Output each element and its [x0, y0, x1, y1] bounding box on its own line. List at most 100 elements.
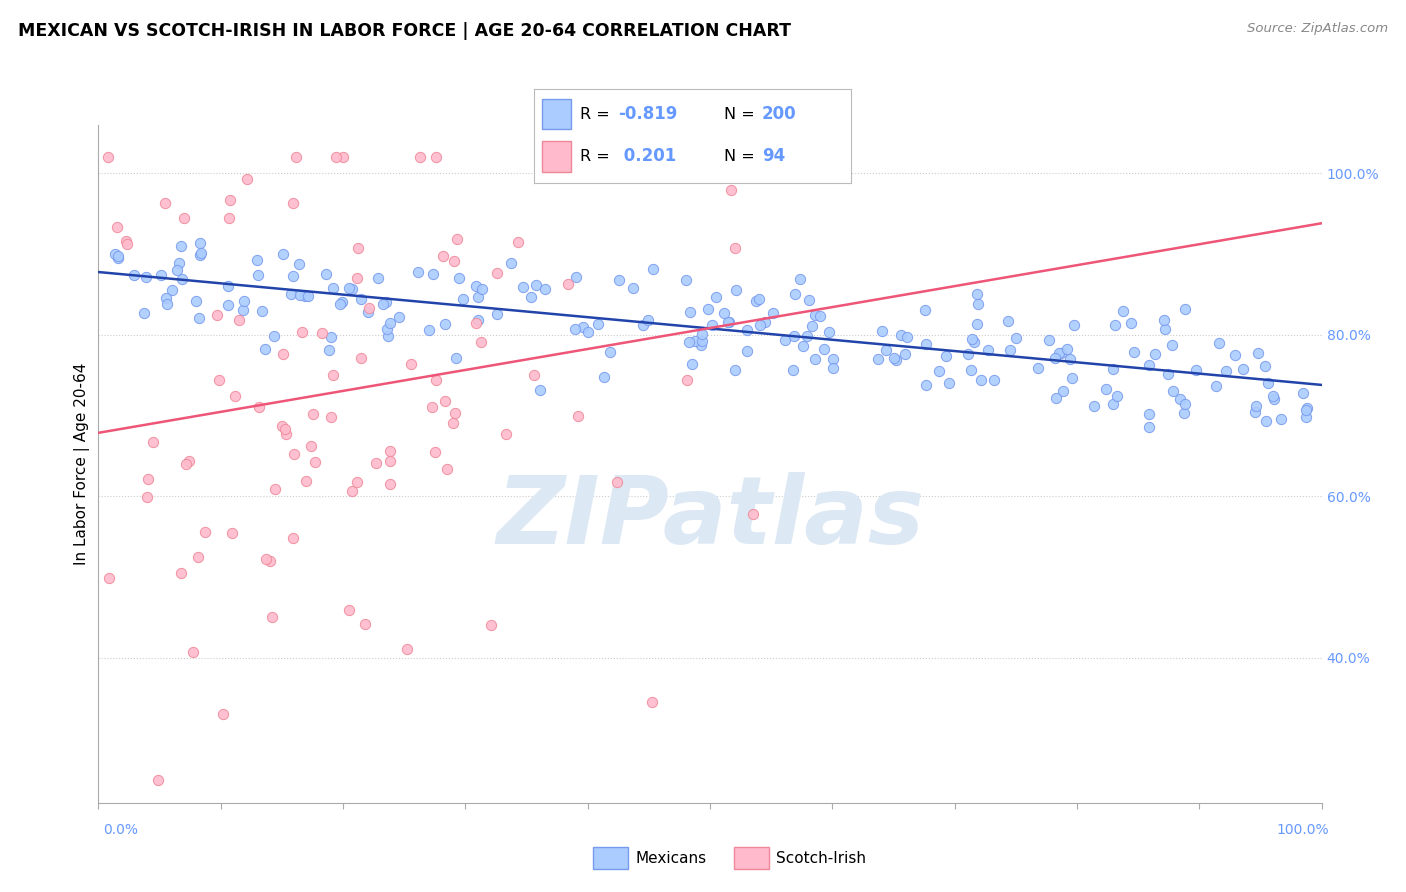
- Point: [194, 525, 217, 540]
- Point: [1112, 303, 1135, 318]
- Point: [166, 262, 188, 277]
- Point: [170, 566, 193, 581]
- Point: [894, 347, 917, 361]
- Point: [678, 335, 700, 350]
- Point: [425, 444, 447, 458]
- Point: [821, 351, 844, 366]
- Point: [1174, 397, 1197, 411]
- Point: [1043, 351, 1066, 366]
- Point: [294, 289, 316, 303]
- Point: [281, 532, 304, 546]
- Point: [1232, 361, 1254, 376]
- Point: [804, 308, 827, 322]
- Point: [136, 472, 159, 486]
- Point: [915, 336, 938, 351]
- Point: [359, 301, 381, 315]
- Point: [418, 323, 440, 337]
- Point: [1173, 406, 1195, 420]
- Point: [187, 549, 209, 564]
- Point: [1063, 318, 1085, 333]
- Point: [136, 490, 159, 504]
- Point: [724, 283, 747, 297]
- Point: [576, 325, 599, 339]
- Point: [211, 706, 233, 721]
- Point: [970, 373, 993, 387]
- Point: [283, 196, 305, 211]
- Point: [1263, 392, 1285, 407]
- Point: [643, 261, 665, 276]
- Point: [1160, 338, 1182, 352]
- Point: [612, 164, 634, 178]
- Point: [122, 268, 145, 282]
- Y-axis label: In Labor Force | Age 20-64: In Labor Force | Age 20-64: [75, 363, 90, 565]
- Text: Scotch-Irish: Scotch-Irish: [776, 851, 866, 865]
- Point: [443, 417, 465, 431]
- Point: [886, 353, 908, 368]
- Point: [1060, 370, 1083, 384]
- Point: [208, 373, 231, 387]
- Point: [914, 302, 936, 317]
- Point: [1244, 405, 1267, 419]
- Point: [1247, 345, 1270, 359]
- Point: [115, 235, 138, 249]
- Point: [588, 317, 610, 331]
- Point: [1244, 399, 1267, 413]
- Text: 0.0%: 0.0%: [103, 823, 138, 837]
- Point: [173, 211, 195, 225]
- Point: [533, 150, 555, 164]
- Point: [1257, 376, 1279, 391]
- Point: [425, 150, 447, 164]
- Point: [350, 293, 373, 307]
- Text: R =: R =: [581, 106, 614, 121]
- Point: [724, 241, 747, 255]
- Point: [745, 293, 768, 308]
- Point: [377, 328, 399, 343]
- Point: [380, 477, 402, 491]
- Point: [720, 183, 742, 197]
- Point: [485, 267, 508, 281]
- Point: [928, 364, 950, 378]
- Point: [735, 343, 758, 358]
- Point: [233, 294, 256, 309]
- Point: [915, 378, 938, 392]
- Point: [98, 571, 121, 585]
- Point: [737, 323, 759, 337]
- Point: [375, 321, 398, 335]
- Point: [875, 343, 897, 357]
- Point: [107, 251, 129, 265]
- Point: [135, 270, 157, 285]
- Point: [270, 419, 292, 434]
- Point: [297, 289, 319, 303]
- Point: [399, 357, 422, 371]
- Point: [288, 288, 311, 302]
- Point: [284, 150, 307, 164]
- Point: [789, 272, 811, 286]
- Point: [150, 268, 173, 282]
- Point: [443, 254, 465, 268]
- Point: [340, 483, 363, 498]
- Point: [188, 236, 211, 251]
- Point: [700, 318, 723, 332]
- Point: [1208, 336, 1230, 351]
- Point: [287, 257, 309, 271]
- Text: 100.0%: 100.0%: [1277, 823, 1329, 837]
- Point: [599, 345, 621, 359]
- Point: [748, 292, 770, 306]
- Point: [190, 246, 212, 260]
- Text: 0.201: 0.201: [619, 147, 676, 165]
- Point: [524, 278, 547, 293]
- Point: [1253, 359, 1275, 374]
- Point: [436, 461, 458, 475]
- Point: [406, 264, 429, 278]
- Point: [1059, 351, 1081, 366]
- Point: [748, 318, 770, 332]
- Point: [640, 695, 662, 709]
- Point: [1050, 345, 1073, 359]
- Point: [422, 267, 444, 281]
- Point: [447, 271, 470, 285]
- Point: [207, 308, 229, 322]
- Point: [724, 362, 747, 376]
- Point: [821, 361, 844, 376]
- Point: [868, 351, 890, 366]
- Point: [322, 368, 344, 382]
